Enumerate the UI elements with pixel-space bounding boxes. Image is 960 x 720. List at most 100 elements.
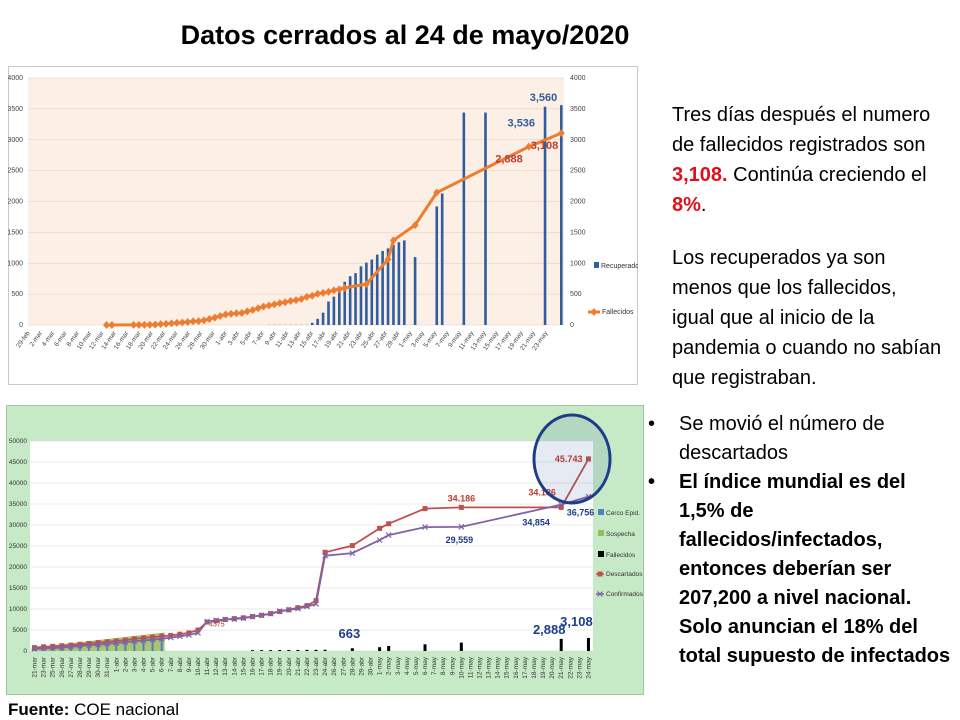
chart2-bar-fallecidos	[350, 648, 354, 651]
chart1-bar-recuperados	[375, 254, 379, 325]
chart2-ytick: 30000	[9, 522, 27, 529]
chart2-xtick: 28-mar	[77, 656, 84, 677]
chart2-point-descartados	[141, 635, 147, 641]
chart2-label-fall-a: 2,888	[533, 622, 566, 637]
chart1-point-fallecidos	[140, 320, 148, 329]
chart1-ytick-left: 4000	[8, 75, 23, 82]
chart2-legend-sospecha: Sospecha	[606, 531, 635, 538]
chart2-xtick: 19-abr	[277, 656, 284, 676]
chart2-xtick: 4-abr	[141, 656, 148, 672]
chart2-point-confirmados	[31, 645, 38, 652]
chart2-point-descartados	[585, 456, 591, 462]
chart2-bar-fallecidos	[378, 647, 382, 651]
chart2-point-confirmados	[67, 643, 74, 650]
chart2-xtick: 22-may	[567, 656, 574, 678]
chart2-ytick: 45000	[9, 459, 27, 466]
chart2-legend-cerco: Cerco Epid.	[606, 510, 640, 517]
chart2-xtick: 2-may	[386, 656, 393, 675]
chart2-legend-marker-confirmados	[597, 591, 603, 597]
chart2-xtick: 24-abr	[322, 656, 329, 676]
source-note: Fuente: COE nacional	[8, 700, 179, 720]
chart2-point-confirmados	[204, 618, 210, 625]
chart2-xtick: 15-may	[504, 656, 511, 678]
text-fallecidos-summary: Tres días después el numero de fallecido…	[672, 100, 942, 220]
chart1-point-fallecidos	[216, 312, 224, 321]
chart2-bar-fallecidos	[250, 650, 254, 651]
chart1-point-fallecidos	[162, 319, 170, 328]
chart2-point-descartados	[68, 642, 74, 648]
chart1-point-fallecidos	[411, 221, 419, 230]
chart1-ytick-left: 1500	[8, 229, 23, 236]
chart2-xtick: 24-may	[585, 656, 592, 678]
chart1-ytick-right: 500	[570, 291, 582, 298]
chart2-xtick: 30-mar	[95, 656, 102, 677]
chart2-bar-fallecidos	[260, 650, 264, 651]
chart2-point-descartados	[50, 643, 56, 649]
chart1-legend-fallecidos: Fallecidos	[602, 309, 634, 316]
chart2-xtick: 27-mar	[68, 656, 75, 677]
chart1-ytick-left: 3000	[8, 137, 23, 144]
chart2-point-confirmados	[122, 639, 129, 646]
chart1-point-fallecidos	[249, 306, 257, 315]
chart2-point-descartados	[422, 506, 428, 512]
chart2-point-descartados	[386, 521, 392, 527]
chart2-xtick: 23-abr	[313, 656, 320, 676]
chart2-xtick: 14-may	[495, 656, 502, 678]
chart1-bar-recuperados	[316, 318, 319, 325]
chart1-ytick-right: 1000	[570, 260, 586, 267]
chart1-point-fallecidos	[130, 320, 138, 329]
chart1-ytick-right: 4000	[570, 75, 586, 82]
chart2-point-confirmados	[113, 640, 120, 646]
chart1-point-fallecidos	[195, 317, 203, 326]
chart2-bar-fallecidos	[423, 644, 427, 651]
para1-value: 3,108.	[672, 164, 728, 186]
chart2-point-descartados	[131, 636, 137, 642]
chart1-point-fallecidos	[319, 288, 327, 297]
chart1-bar-recuperados	[440, 193, 444, 325]
chart1-bar-recuperados	[348, 276, 352, 325]
chart2-point-confirmados	[58, 644, 65, 651]
chart1-bar-recuperados	[321, 312, 325, 325]
page-title: Datos cerrados al 24 de mayo/2020	[180, 20, 630, 50]
chart1-ytick-right: 2000	[570, 199, 586, 206]
chart1-ytick-right: 3000	[570, 137, 586, 144]
chart2-xtick: 1-abr	[113, 656, 120, 672]
chart1-point-fallecidos	[276, 299, 284, 308]
chart2-label-conf-last: 36,756	[567, 508, 595, 518]
chart2-point-confirmados	[240, 615, 247, 622]
chart2-xtick: 27-abr	[340, 656, 347, 676]
chart2-point-descartados	[59, 643, 65, 649]
chart1-label-recuperados-b: 3,560	[530, 92, 558, 104]
chart2-bar-fallecidos	[387, 645, 391, 651]
chart1-bar-recuperados	[332, 296, 336, 325]
chart1-label-fallecidos-a: 2,888	[495, 154, 523, 166]
chart2-label-fall-mid: 663	[339, 626, 361, 641]
chart1-point-fallecidos	[167, 319, 175, 328]
para1-text-middle: Continúa creciendo el	[727, 164, 927, 186]
chart1-point-fallecidos	[108, 321, 116, 329]
chart1-point-fallecidos	[135, 320, 143, 329]
para1-text-end: .	[700, 194, 707, 216]
chart1-ytick-right: 3500	[570, 106, 586, 113]
chart2-point-confirmados	[267, 610, 274, 617]
text-recuperados-summary: Los recuperados ya son menos que los fal…	[672, 247, 942, 389]
chart1-point-fallecidos	[157, 320, 165, 329]
source-label: Fuente:	[8, 700, 70, 719]
chart2-xtick: 18-abr	[268, 656, 275, 676]
chart2-point-confirmados	[49, 645, 56, 651]
chart1-bar-recuperados	[559, 105, 563, 325]
chart1-point-fallecidos	[151, 320, 159, 329]
chart1-point-fallecidos	[205, 314, 213, 323]
chart1-label-recuperados-a: 3,536	[508, 118, 536, 130]
chart2-point-confirmados	[231, 616, 238, 623]
chart2-point-descartados	[195, 627, 201, 633]
chart2-point-confirmados	[376, 537, 383, 544]
chart2-label-desc-last: 45.743	[555, 454, 583, 464]
chart2-xtick: 16-abr	[249, 656, 256, 676]
chart2-point-descartados	[77, 641, 83, 647]
chart2-xtick: 23-mar	[41, 656, 48, 677]
chart2-point-descartados	[113, 638, 119, 644]
bullet-list: Se movió el número de descartados El índ…	[648, 410, 953, 671]
chart2-xtick: 5-abr	[150, 656, 157, 672]
chart2-point-descartados	[168, 632, 174, 638]
